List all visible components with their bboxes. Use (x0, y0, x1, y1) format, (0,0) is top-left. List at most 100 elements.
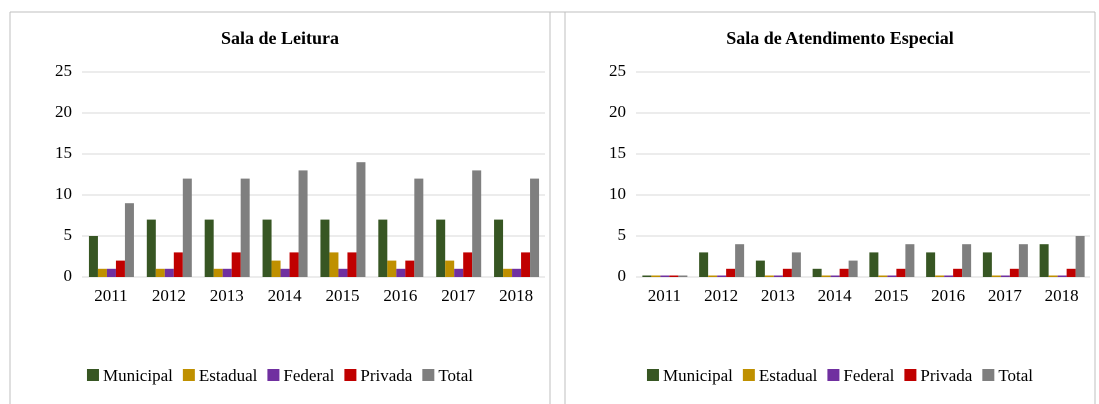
bar (530, 178, 540, 277)
bar (1000, 275, 1010, 277)
bar (830, 275, 840, 277)
bar (764, 275, 774, 277)
legend-label: Estadual (759, 366, 818, 385)
bar (905, 244, 915, 277)
bar (642, 275, 652, 277)
bar (463, 252, 473, 277)
bar (953, 268, 963, 277)
y-tick-label: 10 (55, 184, 72, 203)
bar (651, 275, 661, 277)
bar (935, 275, 945, 277)
bar (962, 244, 972, 277)
legend-label: Municipal (103, 366, 173, 385)
bar (848, 260, 858, 277)
x-tick-label: 2018 (499, 286, 533, 305)
x-tick-label: 2013 (761, 286, 795, 305)
y-tick-label: 10 (609, 184, 626, 203)
y-tick-label: 0 (618, 266, 627, 285)
bar (204, 219, 214, 277)
bar (436, 219, 446, 277)
bar (338, 268, 348, 277)
bar (839, 268, 849, 277)
bar (240, 178, 250, 277)
bar (660, 275, 670, 277)
x-tick-label: 2018 (1045, 286, 1079, 305)
bar (982, 252, 992, 277)
x-tick-label: 2011 (648, 286, 681, 305)
legend-swatch (646, 369, 659, 381)
bar (896, 268, 906, 277)
y-tick-label: 5 (64, 225, 73, 244)
legend-label: Federal (843, 366, 894, 385)
bar (669, 275, 679, 277)
bar (812, 268, 822, 277)
y-tick-label: 20 (609, 102, 626, 121)
bar (944, 275, 954, 277)
bar (97, 268, 107, 277)
bar (1018, 244, 1028, 277)
legend-swatch (86, 369, 99, 381)
bar (926, 252, 936, 277)
x-tick-label: 2017 (441, 286, 476, 305)
bar (231, 252, 241, 277)
legend-label: Federal (283, 366, 334, 385)
legend-label: Privada (360, 366, 412, 385)
x-tick-label: 2014 (818, 286, 853, 305)
bar (280, 268, 290, 277)
y-tick-label: 15 (55, 143, 72, 162)
bar (726, 268, 736, 277)
bar (699, 252, 709, 277)
bar (262, 219, 272, 277)
x-tick-label: 2016 (931, 286, 965, 305)
bar (782, 268, 792, 277)
bar (115, 260, 125, 277)
bar (717, 275, 727, 277)
bar (887, 275, 897, 277)
bar (405, 260, 415, 277)
bar (1009, 268, 1019, 277)
bar (454, 268, 464, 277)
chart-title: Sala de Atendimento Especial (726, 28, 954, 48)
bar (708, 275, 718, 277)
bar (396, 268, 406, 277)
bar (494, 219, 504, 277)
bar (164, 268, 174, 277)
bar (298, 170, 308, 277)
bar (222, 268, 232, 277)
bar (414, 178, 424, 277)
legend-label: Estadual (199, 366, 258, 385)
bar (387, 260, 397, 277)
legend-swatch (267, 369, 280, 381)
bar (213, 268, 223, 277)
bar (773, 275, 783, 277)
bar (445, 260, 455, 277)
bar (356, 162, 366, 277)
bar (1066, 268, 1076, 277)
y-tick-label: 5 (618, 225, 627, 244)
bar (289, 252, 299, 277)
bar (735, 244, 745, 277)
bar (173, 252, 183, 277)
y-tick-label: 25 (609, 61, 626, 80)
x-tick-label: 2014 (268, 286, 303, 305)
legend-label: Total (438, 366, 473, 385)
x-tick-label: 2016 (383, 286, 417, 305)
x-tick-label: 2017 (988, 286, 1023, 305)
bar (347, 252, 357, 277)
bar (1075, 236, 1085, 277)
legend-label: Privada (920, 366, 972, 385)
legend-swatch (982, 369, 995, 381)
legend-swatch (422, 369, 435, 381)
bar (472, 170, 482, 277)
legend-swatch (742, 369, 755, 381)
bar (329, 252, 339, 277)
bar (991, 275, 1001, 277)
x-tick-label: 2015 (325, 286, 359, 305)
bar (869, 252, 879, 277)
bar (155, 268, 165, 277)
bar (521, 252, 531, 277)
bar (320, 219, 330, 277)
bar (378, 219, 388, 277)
bar (755, 260, 765, 277)
bar (503, 268, 513, 277)
